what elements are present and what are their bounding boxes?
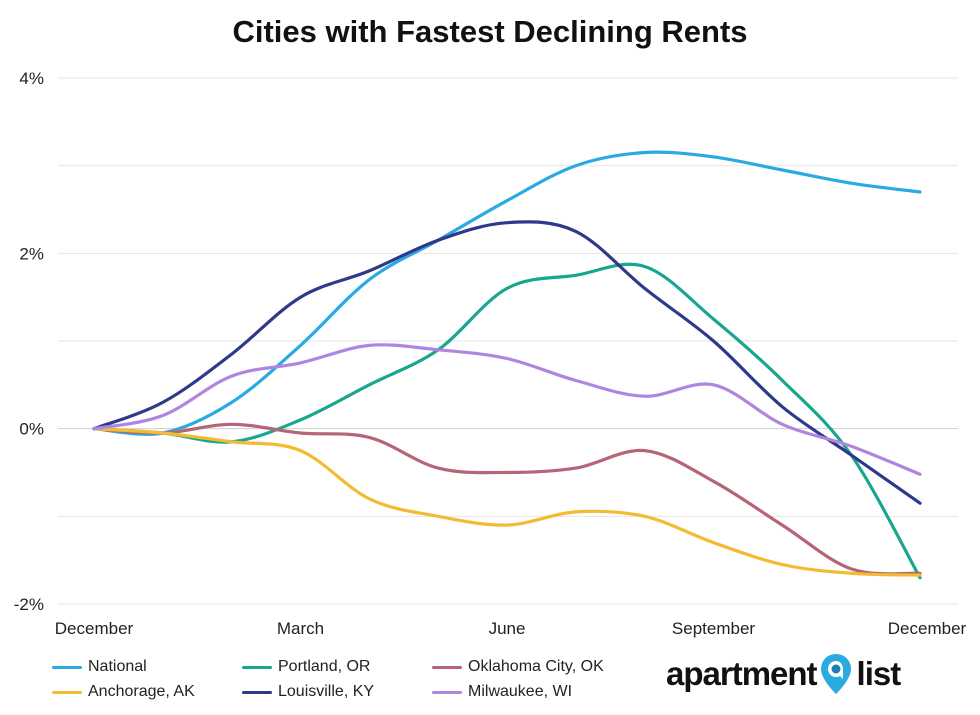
brand-name-part1: apartment [666, 655, 818, 692]
brand-logo: apartment list [666, 650, 902, 698]
legend-item-milwaukee: Milwaukee, WI [432, 682, 572, 702]
series-line-anchorage-ak [92, 427, 922, 577]
series-line-portland-or [92, 262, 922, 580]
legend-item-national: National [52, 657, 147, 677]
legend-item-portland: Portland, OR [242, 657, 370, 677]
legend-label: Louisville, KY [278, 683, 375, 700]
legend-swatch [432, 690, 462, 694]
series-line-milwaukee-wi [92, 343, 922, 476]
legend-item-oklahoma-city: Oklahoma City, OK [432, 657, 604, 677]
legend-swatch [432, 665, 462, 669]
series-line-louisville-ky [92, 220, 922, 505]
series-line-national [92, 150, 922, 436]
y-tick-label: -2% [14, 595, 44, 614]
legend-item-louisville: Louisville, KY [242, 682, 374, 702]
legend-swatch [52, 690, 82, 694]
legend-label: Oklahoma City, OK [468, 658, 604, 675]
series-line-oklahoma-city-ok [92, 422, 922, 576]
legend-label: Milwaukee, WI [468, 683, 573, 700]
legend-swatch [242, 665, 272, 669]
brand-name-part2: list [856, 655, 902, 692]
y-tick-label: 2% [19, 244, 44, 263]
x-tick-label: June [489, 619, 526, 638]
legend-swatch [242, 690, 272, 694]
y-tick-labels: 4% 2% 0% -2% [14, 69, 44, 614]
x-tick-label: December [55, 619, 134, 638]
legend-label: Portland, OR [278, 658, 371, 675]
grid-lines [58, 77, 958, 605]
map-pin-icon [820, 654, 851, 694]
x-tick-label: September [672, 619, 755, 638]
legend-swatch [52, 665, 82, 669]
chart-title: Cities with Fastest Declining Rents [232, 14, 748, 49]
x-tick-label: December [888, 619, 967, 638]
x-tick-labels: December March June September December [55, 619, 967, 638]
series-lines [92, 150, 922, 580]
legend-label: Anchorage, AK [88, 683, 195, 700]
y-tick-label: 4% [19, 69, 44, 88]
y-tick-label: 0% [19, 420, 44, 439]
legend-item-anchorage: Anchorage, AK [52, 682, 195, 702]
x-tick-label: March [277, 619, 324, 638]
legend-label: National [88, 658, 147, 675]
